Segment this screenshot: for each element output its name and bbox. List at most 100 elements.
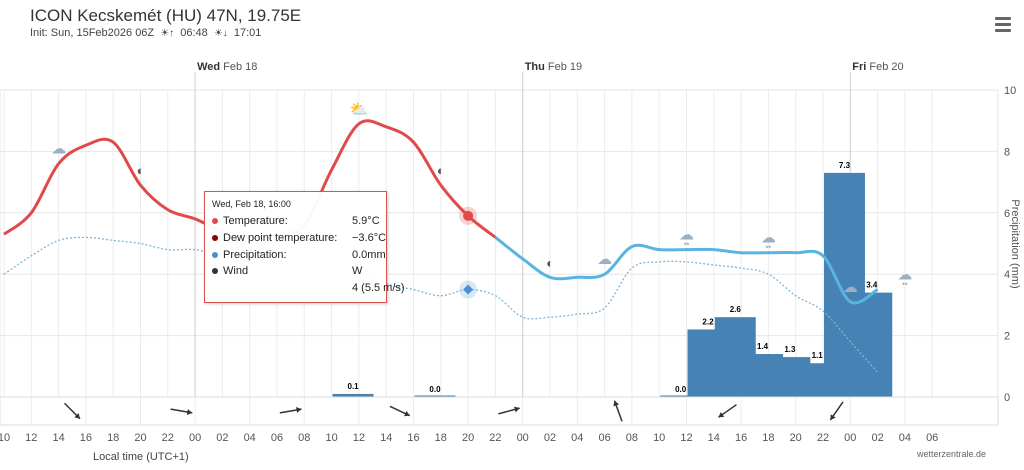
x-tick-label: 02 (216, 432, 228, 444)
x-tick-label: 00 (517, 432, 529, 444)
precip-bar-label: 2.6 (730, 305, 742, 314)
y-tick-label: 4 (1004, 269, 1010, 281)
y-tick-label: 6 (1004, 208, 1010, 220)
x-tick-label: 14 (52, 432, 64, 444)
temp-highlight-point (463, 210, 474, 221)
x-tick-label: 04 (244, 432, 256, 444)
cloud-icon: ☁ (51, 141, 66, 158)
snow-cloud-icon: ☁ (679, 227, 694, 244)
snowflake-icon: ** (902, 283, 908, 290)
x-tick-label: 18 (762, 432, 774, 444)
precip-bar (332, 393, 374, 397)
precip-bar-label: 1.4 (757, 342, 769, 351)
sunrise-icon: ☀↑ (160, 28, 175, 39)
x-tick-label: 12 (680, 432, 692, 444)
dew-highlight-point (463, 284, 474, 295)
wind-dot-icon (212, 268, 218, 275)
snow-cloud-icon: ☁ (761, 230, 776, 247)
snow-cloud-icon: ☁ (843, 279, 858, 296)
moon-icon: ◐ (137, 163, 145, 178)
y-tick-label: 2 (1004, 331, 1010, 343)
x-tick-label: 00 (844, 432, 856, 444)
wind-barb-icon (498, 406, 520, 415)
x-tick-label: 12 (353, 432, 365, 444)
wind-barb-icon (613, 400, 623, 422)
x-tick-label: 06 (926, 432, 938, 444)
x-tick-label: 08 (298, 432, 310, 444)
tooltip-precip-value: 0.0mm (352, 249, 386, 261)
moon-icon: ◐ (437, 163, 445, 178)
x-tick-label: 16 (407, 432, 419, 444)
x-tick-label: 02 (544, 432, 556, 444)
x-tick-label: 12 (25, 432, 37, 444)
tooltip-precip-row: Precipitation: 0.0mm (212, 248, 386, 262)
x-tick-label: 20 (462, 432, 474, 444)
init-label: Init: Sun, 15Feb2026 06Z (30, 27, 155, 39)
x-tick-label: 18 (107, 432, 119, 444)
snowflake-icon: ** (766, 246, 772, 253)
chart-title: ICON Kecskemét (HU) 47N, 19.75E (30, 6, 302, 25)
temperature-line-cold (494, 236, 879, 305)
x-tick-label: 10 (325, 432, 337, 444)
x-tick-label: 04 (899, 432, 911, 444)
x-tick-label: 16 (735, 432, 747, 444)
tooltip-dew-value: −3.6°C (352, 232, 387, 244)
x-tick-label: 20 (790, 432, 802, 444)
tooltip-dew-label: Dew point temperature: (223, 232, 338, 244)
wind-barb-icon (718, 404, 737, 418)
precip-bar (851, 292, 893, 397)
dewpoint-line (3, 236, 879, 373)
moon-icon: ◐ (546, 255, 554, 270)
wind-barb-icon (279, 407, 302, 414)
tooltip-header: Wed, Feb 18, 16:00 (212, 199, 291, 209)
precip-bar-label: 0.0 (429, 385, 441, 394)
x-tick-label: 22 (162, 432, 174, 444)
tooltip-wind-row: Wind W (212, 264, 362, 278)
day-label: Fri Feb 20 (852, 61, 903, 73)
y-tick-label: 0 (1004, 392, 1010, 404)
x-tick-label: 08 (626, 432, 638, 444)
x-tick-label: 20 (134, 432, 146, 444)
precip-bar (660, 395, 702, 397)
credit: wetterzentrale.de (916, 449, 986, 459)
y-axis-title: Precipitation (mm) (1009, 199, 1021, 288)
tooltip-temp-row: Temperature: 5.9°C (212, 214, 380, 228)
precip-bar-label: 0.0 (675, 385, 687, 394)
precip-bar-label: 1.3 (784, 345, 796, 354)
precip-bar-label: 7.3 (839, 161, 851, 170)
sun-cloud-icon: ⛅ (350, 101, 369, 118)
x-tick-label: 14 (380, 432, 392, 444)
tooltip: Wed, Feb 18, 16:00 Temperature: 5.9°C De… (204, 191, 405, 303)
x-tick-label: 00 (189, 432, 201, 444)
precip-bar-label: 3.4 (866, 281, 878, 290)
sunrise-time: 06:48 (180, 27, 208, 39)
precip-bar-label: 0.1 (348, 382, 360, 391)
tooltip-precip-label: Precipitation: (223, 249, 287, 261)
wind-barb-icon (389, 405, 411, 417)
menu-icon[interactable] (995, 17, 1011, 35)
tooltip-wind-speed: 4 (5.5 m/s) (352, 282, 405, 294)
y-tick-label: 10 (1004, 85, 1016, 97)
x-tick-label: 06 (598, 432, 610, 444)
day-label: Wed Feb 18 (197, 61, 257, 73)
tooltip-wind-label: Wind (223, 265, 249, 277)
tooltip-temp-label: Temperature: (223, 215, 288, 227)
x-axis-title: Local time (UTC+1) (93, 451, 189, 463)
x-tick-label: 10 (0, 432, 10, 444)
x-tick-label: 18 (435, 432, 447, 444)
sunset-icon: ☀↓ (213, 28, 228, 39)
precip-bar (414, 395, 456, 397)
tooltip-temp-value: 5.9°C (352, 215, 380, 227)
wind-barb-icon (63, 402, 81, 420)
temp-dot-icon (212, 218, 218, 225)
tooltip-wind-dir: W (352, 265, 363, 277)
x-tick-label: 14 (708, 432, 720, 444)
snowflake-icon: ** (684, 243, 690, 250)
cloud-icon: ☁ (597, 251, 612, 268)
dew-dot-icon (212, 235, 218, 242)
x-tick-label: 22 (817, 432, 829, 444)
sunset-time: 17:01 (233, 27, 262, 39)
x-tick-label: 02 (871, 432, 883, 444)
snowflake-icon: ** (848, 295, 854, 302)
